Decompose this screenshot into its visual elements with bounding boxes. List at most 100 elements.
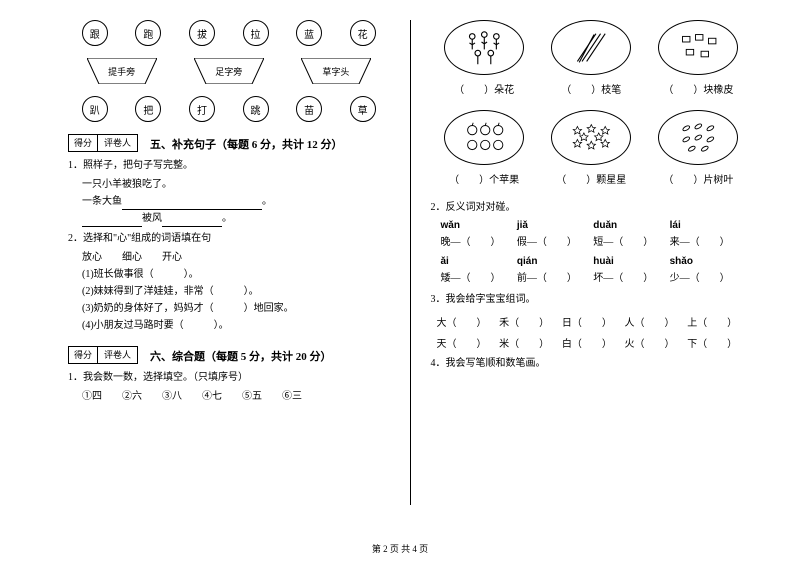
- reviewer-label: 评卷人: [98, 346, 138, 364]
- pinyin: huài: [593, 256, 665, 267]
- radical-trapezoid: 足字旁: [194, 58, 264, 84]
- q5-1-blank-line: 被风 。: [82, 210, 390, 227]
- char-circle: 跳: [243, 96, 269, 122]
- pinyin: lái: [670, 220, 742, 231]
- antonym-blank[interactable]: 矮—（ ）: [441, 269, 513, 284]
- pinyin: wǎn: [441, 220, 513, 231]
- hanzi-row-1: 晚—（ ） 假—（ ） 短—（ ） 来—（ ）: [441, 233, 743, 248]
- right-column: （ ）朵花 （ ）枝笔 （ ）块橡皮: [411, 20, 761, 505]
- q5-2-1: (1)班长做事很（ ）。: [82, 266, 390, 283]
- q5-2-4: (4)小朋友过马路时要（ ）。: [82, 317, 390, 334]
- page: 跟 跑 拔 拉 蓝 花 提手旁 足字旁 草字头 趴 把 打 跳: [0, 0, 800, 535]
- text: 。: [222, 213, 232, 224]
- antonym-blank[interactable]: 前—（ ）: [517, 269, 589, 284]
- section-6-title: 六、综合题（每题 5 分，共计 20 分）: [150, 348, 332, 364]
- erasers-icon: [658, 20, 738, 75]
- char-circle: 拔: [189, 20, 215, 46]
- section-5-title: 五、补充句子（每题 6 分，共计 12 分）: [150, 136, 343, 152]
- q-antonyms: 2．反义词对对碰。: [431, 200, 753, 216]
- q5-1-example: 一只小羊被狼吃了。: [82, 176, 390, 193]
- pinyin: qián: [517, 256, 589, 267]
- q5-1-blank-line: 一条大鱼 。: [82, 193, 390, 210]
- q-stroke-order: 4．我会写笔顺和数笔画。: [431, 356, 753, 372]
- score-box-6: 得分 评卷人 六、综合题（每题 5 分，共计 20 分）: [68, 346, 390, 364]
- word-blank[interactable]: 日（ ）: [562, 314, 621, 329]
- hanzi-row-2: 矮—（ ） 前—（ ） 坏—（ ） 少—（ ）: [441, 269, 743, 284]
- caption: （ ）片树叶: [653, 171, 743, 186]
- char-row-1: 大（ ） 禾（ ） 日（ ） 人（ ） 上（ ）: [437, 314, 747, 329]
- antonym-blank[interactable]: 假—（ ）: [517, 233, 589, 248]
- word-blank[interactable]: 上（ ）: [687, 314, 746, 329]
- antonym-blank[interactable]: 晚—（ ）: [441, 233, 513, 248]
- caption-row-1: （ ）朵花 （ ）枝笔 （ ）块橡皮: [431, 81, 753, 96]
- blank[interactable]: [162, 215, 222, 227]
- word-blank[interactable]: 人（ ）: [625, 314, 684, 329]
- char-circle: 跑: [135, 20, 161, 46]
- antonym-blank[interactable]: 少—（ ）: [670, 269, 742, 284]
- radical-label: 足字旁: [215, 65, 242, 78]
- word-blank[interactable]: 大（ ）: [437, 314, 496, 329]
- radical-trapezoid: 草字头: [301, 58, 371, 84]
- flowers-icon: [444, 20, 524, 75]
- blank[interactable]: [82, 215, 142, 227]
- pencils-icon: [551, 20, 631, 75]
- antonym-blank[interactable]: 短—（ ）: [593, 233, 665, 248]
- word-blank[interactable]: 米（ ）: [499, 335, 558, 350]
- text: 一条大鱼: [82, 196, 122, 207]
- pinyin: jiǎ: [517, 220, 589, 231]
- circle-row-2: 趴 把 打 跳 苗 草: [68, 96, 390, 122]
- caption-row-2: （ ）个苹果 （ ）颗星星 （ ）片树叶: [431, 171, 753, 186]
- q6-1-options: ①四 ②六 ③八 ④七 ⑤五 ⑥三: [82, 388, 390, 405]
- oval-row-1: [431, 20, 753, 75]
- q5-2-2: (2)妹妹得到了洋娃娃，非常（ ）。: [82, 283, 390, 300]
- reviewer-label: 评卷人: [98, 134, 138, 152]
- char-circle: 把: [135, 96, 161, 122]
- radical-label: 提手旁: [108, 65, 135, 78]
- text: 。: [262, 196, 272, 207]
- word-blank[interactable]: 火（ ）: [625, 335, 684, 350]
- score-box-5: 得分 评卷人 五、补充句子（每题 6 分，共计 12 分）: [68, 134, 390, 152]
- blank[interactable]: [122, 198, 262, 210]
- trapezoid-row: 提手旁 足字旁 草字头: [68, 58, 390, 84]
- pinyin-row-1: wǎn jiǎ duǎn lái: [441, 220, 743, 231]
- word-blank[interactable]: 天（ ）: [437, 335, 496, 350]
- text: 被风: [142, 213, 162, 224]
- oval-row-2: [431, 110, 753, 165]
- score-label: 得分: [68, 346, 98, 364]
- caption: （ ）个苹果: [439, 171, 529, 186]
- caption: （ ）颗星星: [546, 171, 636, 186]
- score-label: 得分: [68, 134, 98, 152]
- q6-1: 1．我会数一数，选择填空。（只填序号）: [68, 370, 390, 386]
- radical-label: 草字头: [322, 65, 349, 78]
- word-blank[interactable]: 禾（ ）: [499, 314, 558, 329]
- q5-1: 1．照样子，把句子写完整。: [68, 158, 390, 174]
- pinyin: shǎo: [670, 256, 742, 267]
- q-word-build: 3．我会给字宝宝组词。: [431, 292, 753, 308]
- char-circle: 跟: [82, 20, 108, 46]
- circle-row-1: 跟 跑 拔 拉 蓝 花: [68, 20, 390, 46]
- char-circle: 蓝: [296, 20, 322, 46]
- char-row-2: 天（ ） 米（ ） 白（ ） 火（ ） 下（ ）: [437, 335, 747, 350]
- pinyin-row-2: ǎi qián huài shǎo: [441, 256, 743, 267]
- pinyin: duǎn: [593, 220, 665, 231]
- q5-2: 2．选择和"心"组成的词语填在句: [68, 231, 390, 247]
- q5-2-options: 放心 细心 开心: [82, 249, 390, 266]
- char-circle: 趴: [82, 96, 108, 122]
- word-blank[interactable]: 下（ ）: [687, 335, 746, 350]
- page-footer: 第 2 页 共 4 页: [0, 542, 800, 555]
- apples-icon: [444, 110, 524, 165]
- antonym-blank[interactable]: 来—（ ）: [670, 233, 742, 248]
- leaves-icon: [658, 110, 738, 165]
- radical-trapezoid: 提手旁: [87, 58, 157, 84]
- caption: （ ）朵花: [439, 81, 529, 96]
- char-circle: 苗: [296, 96, 322, 122]
- word-blank[interactable]: 白（ ）: [562, 335, 621, 350]
- char-circle: 花: [350, 20, 376, 46]
- antonym-blank[interactable]: 坏—（ ）: [593, 269, 665, 284]
- q5-2-3: (3)奶奶的身体好了，妈妈才（ ）地回家。: [82, 300, 390, 317]
- left-column: 跟 跑 拔 拉 蓝 花 提手旁 足字旁 草字头 趴 把 打 跳: [60, 20, 411, 505]
- caption: （ ）块橡皮: [653, 81, 743, 96]
- char-circle: 拉: [243, 20, 269, 46]
- stars-icon: [551, 110, 631, 165]
- char-circle: 草: [350, 96, 376, 122]
